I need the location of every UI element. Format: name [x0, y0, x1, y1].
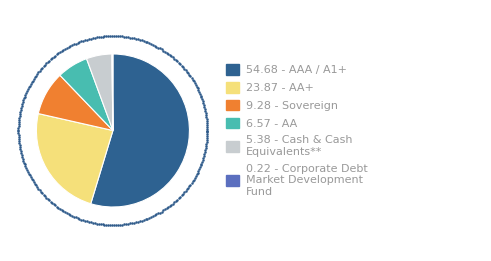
Wedge shape: [91, 54, 190, 207]
Legend: 54.68 - AAA / A1+, 23.87 - AA+, 9.28 - Sovereign, 6.57 - AA, 5.38 - Cash & Cash
: 54.68 - AAA / A1+, 23.87 - AA+, 9.28 - S…: [226, 64, 368, 197]
Wedge shape: [112, 54, 113, 130]
Wedge shape: [38, 75, 113, 130]
Wedge shape: [86, 54, 113, 130]
Wedge shape: [36, 114, 113, 204]
Wedge shape: [60, 59, 113, 130]
